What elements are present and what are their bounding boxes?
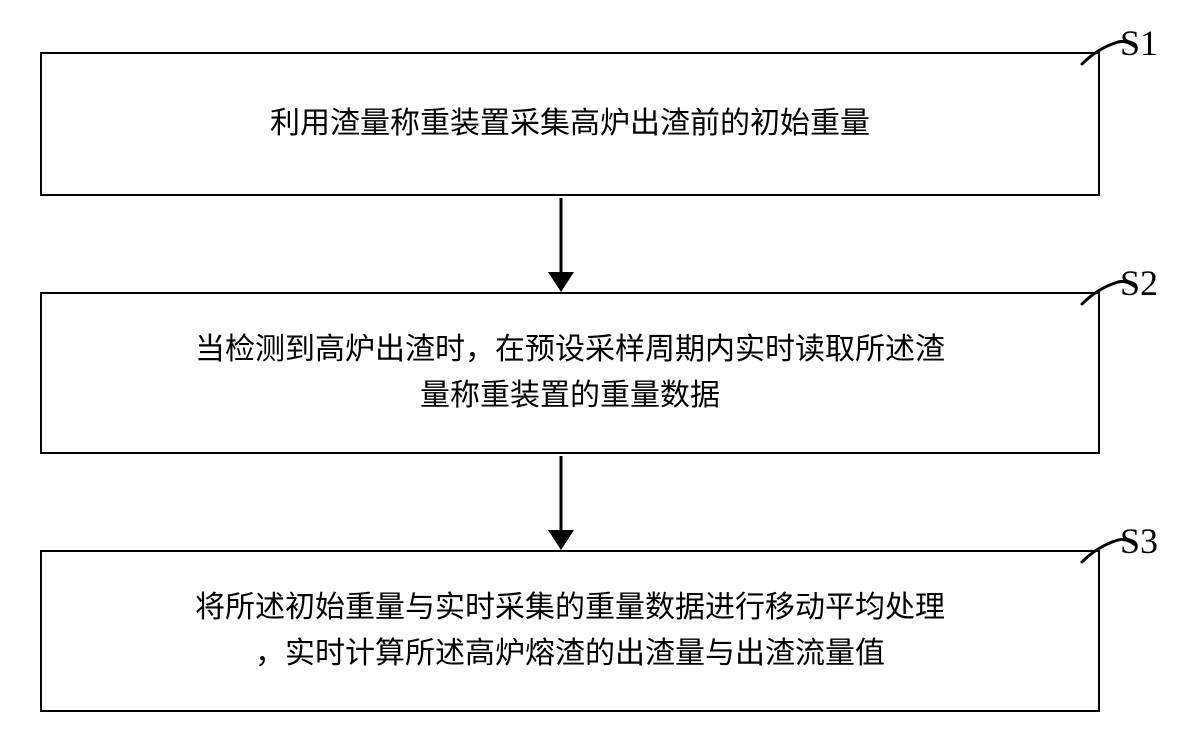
- arrow-s2-s3: [548, 456, 574, 552]
- flow-step-s3: 将所述初始重量与实时采集的重量数据进行移动平均处理 ，实时计算所述高炉熔渣的出渣…: [40, 550, 1100, 712]
- step-label-s3: S3: [1120, 520, 1158, 562]
- flow-step-s3-text: 将所述初始重量与实时采集的重量数据进行移动平均处理 ，实时计算所述高炉熔渣的出渣…: [195, 585, 945, 678]
- flow-step-s2: 当检测到高炉出渣时，在预设采样周期内实时读取所述渣 量称重装置的重量数据: [40, 292, 1100, 454]
- flow-step-s2-text: 当检测到高炉出渣时，在预设采样周期内实时读取所述渣 量称重装置的重量数据: [195, 327, 945, 420]
- arrow-s1-s2: [548, 198, 574, 294]
- flow-step-s1: 利用渣量称重装置采集高炉出渣前的初始重量: [40, 52, 1100, 196]
- step-label-s1: S1: [1120, 22, 1158, 64]
- flow-step-s1-text: 利用渣量称重装置采集高炉出渣前的初始重量: [270, 101, 870, 148]
- step-label-s2: S2: [1120, 262, 1158, 304]
